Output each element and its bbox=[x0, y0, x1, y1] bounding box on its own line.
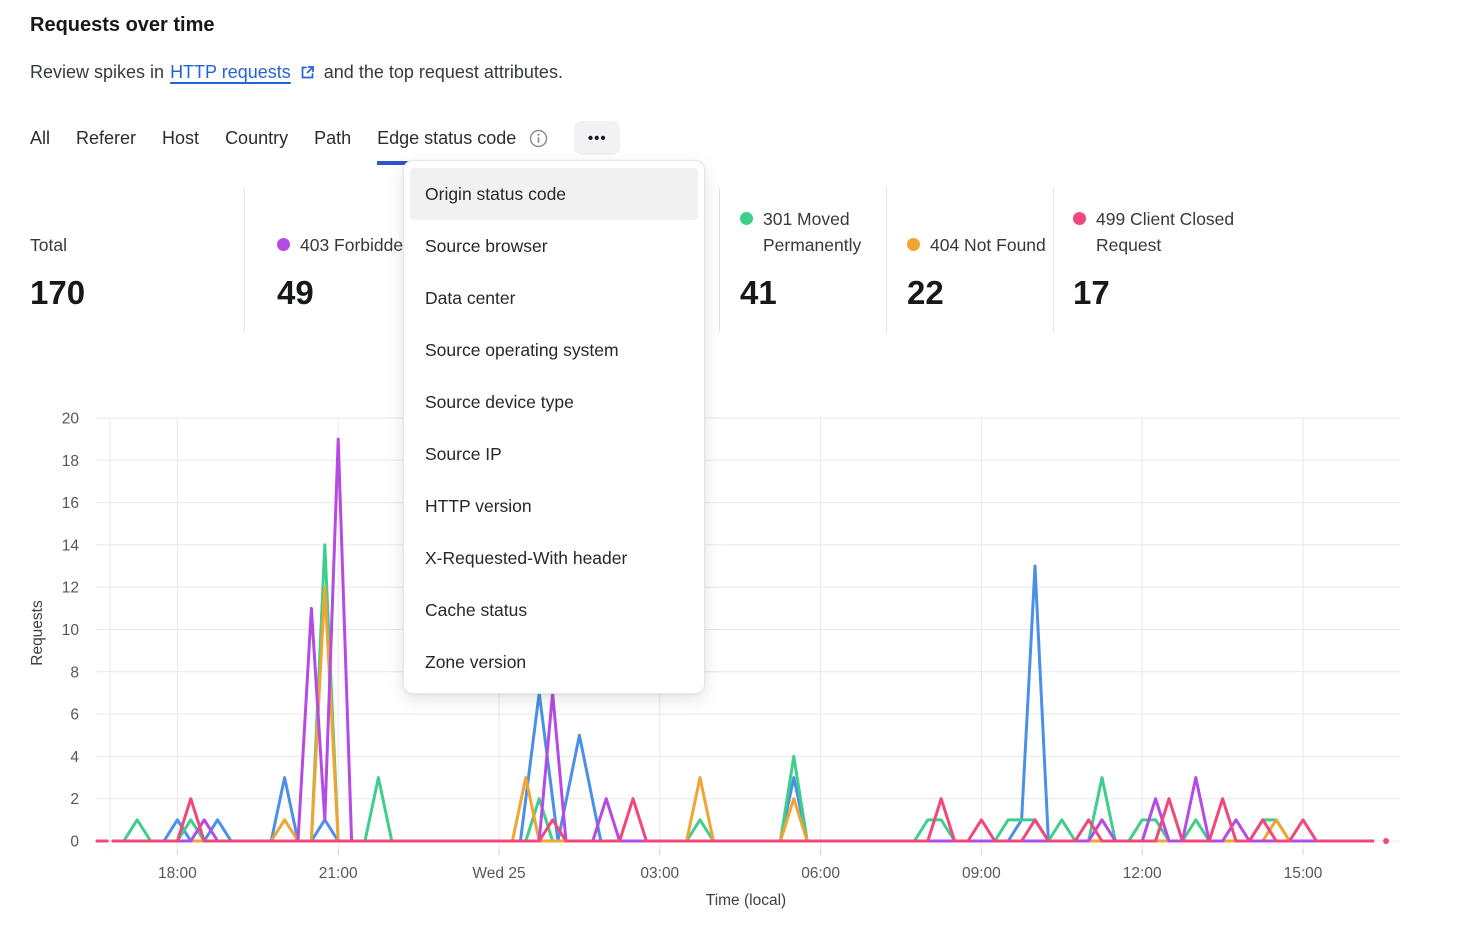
page-title: Requests over time bbox=[30, 14, 215, 36]
y-tick-label: 12 bbox=[62, 580, 79, 597]
stat-404-label-row: 404 Not Found bbox=[907, 232, 1062, 258]
http-requests-link[interactable]: HTTP requests bbox=[170, 62, 291, 82]
stat-total-label-row: Total bbox=[30, 232, 190, 258]
stat-divider bbox=[886, 188, 887, 332]
stat-499-label: 499 Client Closed Request bbox=[1096, 209, 1235, 255]
stat-403-value: 49 bbox=[277, 274, 314, 311]
menu-item-source-browser[interactable]: Source browser bbox=[425, 236, 548, 256]
series-dot-403 bbox=[277, 238, 290, 251]
series-dot-301 bbox=[740, 212, 753, 225]
menu-item-http-version[interactable]: HTTP version bbox=[425, 496, 532, 516]
stat-301-label-row: 301 Moved Permanently bbox=[740, 206, 890, 258]
menu-item-origin-status-code[interactable]: Origin status code bbox=[410, 168, 698, 220]
series-dot-404 bbox=[907, 238, 920, 251]
x-tick-label: 09:00 bbox=[962, 865, 1001, 882]
info-icon[interactable] bbox=[529, 129, 548, 148]
tab-all[interactable]: All bbox=[30, 127, 51, 148]
y-tick-label: 0 bbox=[70, 834, 79, 851]
subtitle-prefix: Review spikes in bbox=[30, 62, 165, 82]
x-tick-label: 12:00 bbox=[1123, 865, 1162, 882]
menu-item-cache-status[interactable]: Cache status bbox=[425, 600, 528, 620]
x-tick-label: 15:00 bbox=[1284, 865, 1323, 882]
x-tick-label: 03:00 bbox=[640, 865, 679, 882]
stat-403-label: 403 Forbidden bbox=[300, 235, 413, 255]
stat-499-label-row: 499 Client Closed Request bbox=[1073, 206, 1258, 258]
series-dot-499 bbox=[1073, 212, 1086, 225]
stat-total-label: Total bbox=[30, 235, 67, 255]
y-tick-label: 4 bbox=[70, 749, 79, 766]
stat-divider bbox=[244, 188, 245, 332]
external-link-icon bbox=[299, 64, 316, 81]
y-tick-label: 10 bbox=[62, 622, 80, 639]
menu-item-zone-version[interactable]: Zone version bbox=[425, 652, 527, 672]
stat-301-label: 301 Moved Permanently bbox=[763, 209, 862, 255]
stat-divider bbox=[1053, 188, 1054, 332]
attribute-dropdown-menu: Origin status code Source browser Data c… bbox=[403, 160, 705, 694]
y-axis-title: Requests bbox=[29, 600, 46, 666]
stat-499-value: 17 bbox=[1073, 274, 1110, 311]
stat-404-label: 404 Not Found bbox=[930, 235, 1046, 255]
series-line bbox=[111, 437, 1375, 843]
subtitle-suffix: and the top request attributes. bbox=[323, 62, 563, 82]
menu-item-source-ip[interactable]: Source IP bbox=[425, 444, 502, 464]
tab-country[interactable]: Country bbox=[225, 127, 289, 148]
tab-referer[interactable]: Referer bbox=[76, 127, 137, 148]
stat-499-client-closed-request: 499 Client Closed Request 17 bbox=[1073, 196, 1258, 310]
menu-item-x-requested-with-header[interactable]: X-Requested-With header bbox=[425, 548, 628, 568]
y-tick-label: 8 bbox=[70, 664, 79, 681]
chart-gridlines bbox=[96, 417, 1400, 855]
chart-axis-labels: 0 2 4 6 8 10 12 14 16 18 20 18:00 21:00 Wed 25 03:00 06… bbox=[29, 411, 1323, 910]
tab-edge-status-code-label: Edge status code bbox=[377, 127, 517, 148]
x-tick-label: Wed 25 bbox=[472, 865, 525, 882]
y-tick-label: 20 bbox=[62, 411, 80, 428]
stat-403-label-row: 403 Forbidden bbox=[277, 232, 467, 258]
stat-404-not-found: 404 Not Found 22 bbox=[907, 196, 1062, 310]
ellipsis-icon: ••• bbox=[587, 129, 607, 147]
stat-total-value: 170 bbox=[30, 274, 86, 311]
page-subtitle: Review spikes in HTTP requests and the t… bbox=[30, 62, 563, 83]
x-tick-label: 06:00 bbox=[801, 865, 840, 882]
stat-404-value: 22 bbox=[907, 274, 944, 311]
y-tick-label: 14 bbox=[62, 537, 80, 554]
menu-item-source-device-type[interactable]: Source device type bbox=[425, 392, 574, 412]
x-axis-title: Time (local) bbox=[706, 892, 786, 909]
x-tick-label: 18:00 bbox=[158, 865, 197, 882]
stat-403-forbidden: 403 Forbidden 49 bbox=[277, 196, 467, 310]
stat-divider bbox=[719, 188, 720, 332]
menu-item-data-center[interactable]: Data center bbox=[425, 288, 516, 308]
menu-item-source-operating-system[interactable]: Source operating system bbox=[425, 340, 619, 360]
stat-301-value: 41 bbox=[740, 274, 777, 311]
y-tick-label: 18 bbox=[62, 453, 79, 470]
series-line bbox=[111, 564, 1375, 843]
more-tabs-button[interactable]: ••• bbox=[574, 121, 621, 155]
x-tick-label: 21:00 bbox=[319, 865, 358, 882]
tab-host[interactable]: Host bbox=[162, 127, 200, 148]
y-tick-label: 16 bbox=[62, 495, 79, 512]
series-line bbox=[111, 797, 1375, 843]
y-tick-label: 2 bbox=[70, 791, 79, 808]
tab-path[interactable]: Path bbox=[314, 127, 352, 148]
stat-301-moved-permanently: 301 Moved Permanently 41 bbox=[740, 196, 890, 310]
chart-series-lines bbox=[95, 437, 1390, 844]
stat-total: Total 170 bbox=[30, 196, 190, 310]
y-tick-label: 6 bbox=[70, 707, 79, 724]
